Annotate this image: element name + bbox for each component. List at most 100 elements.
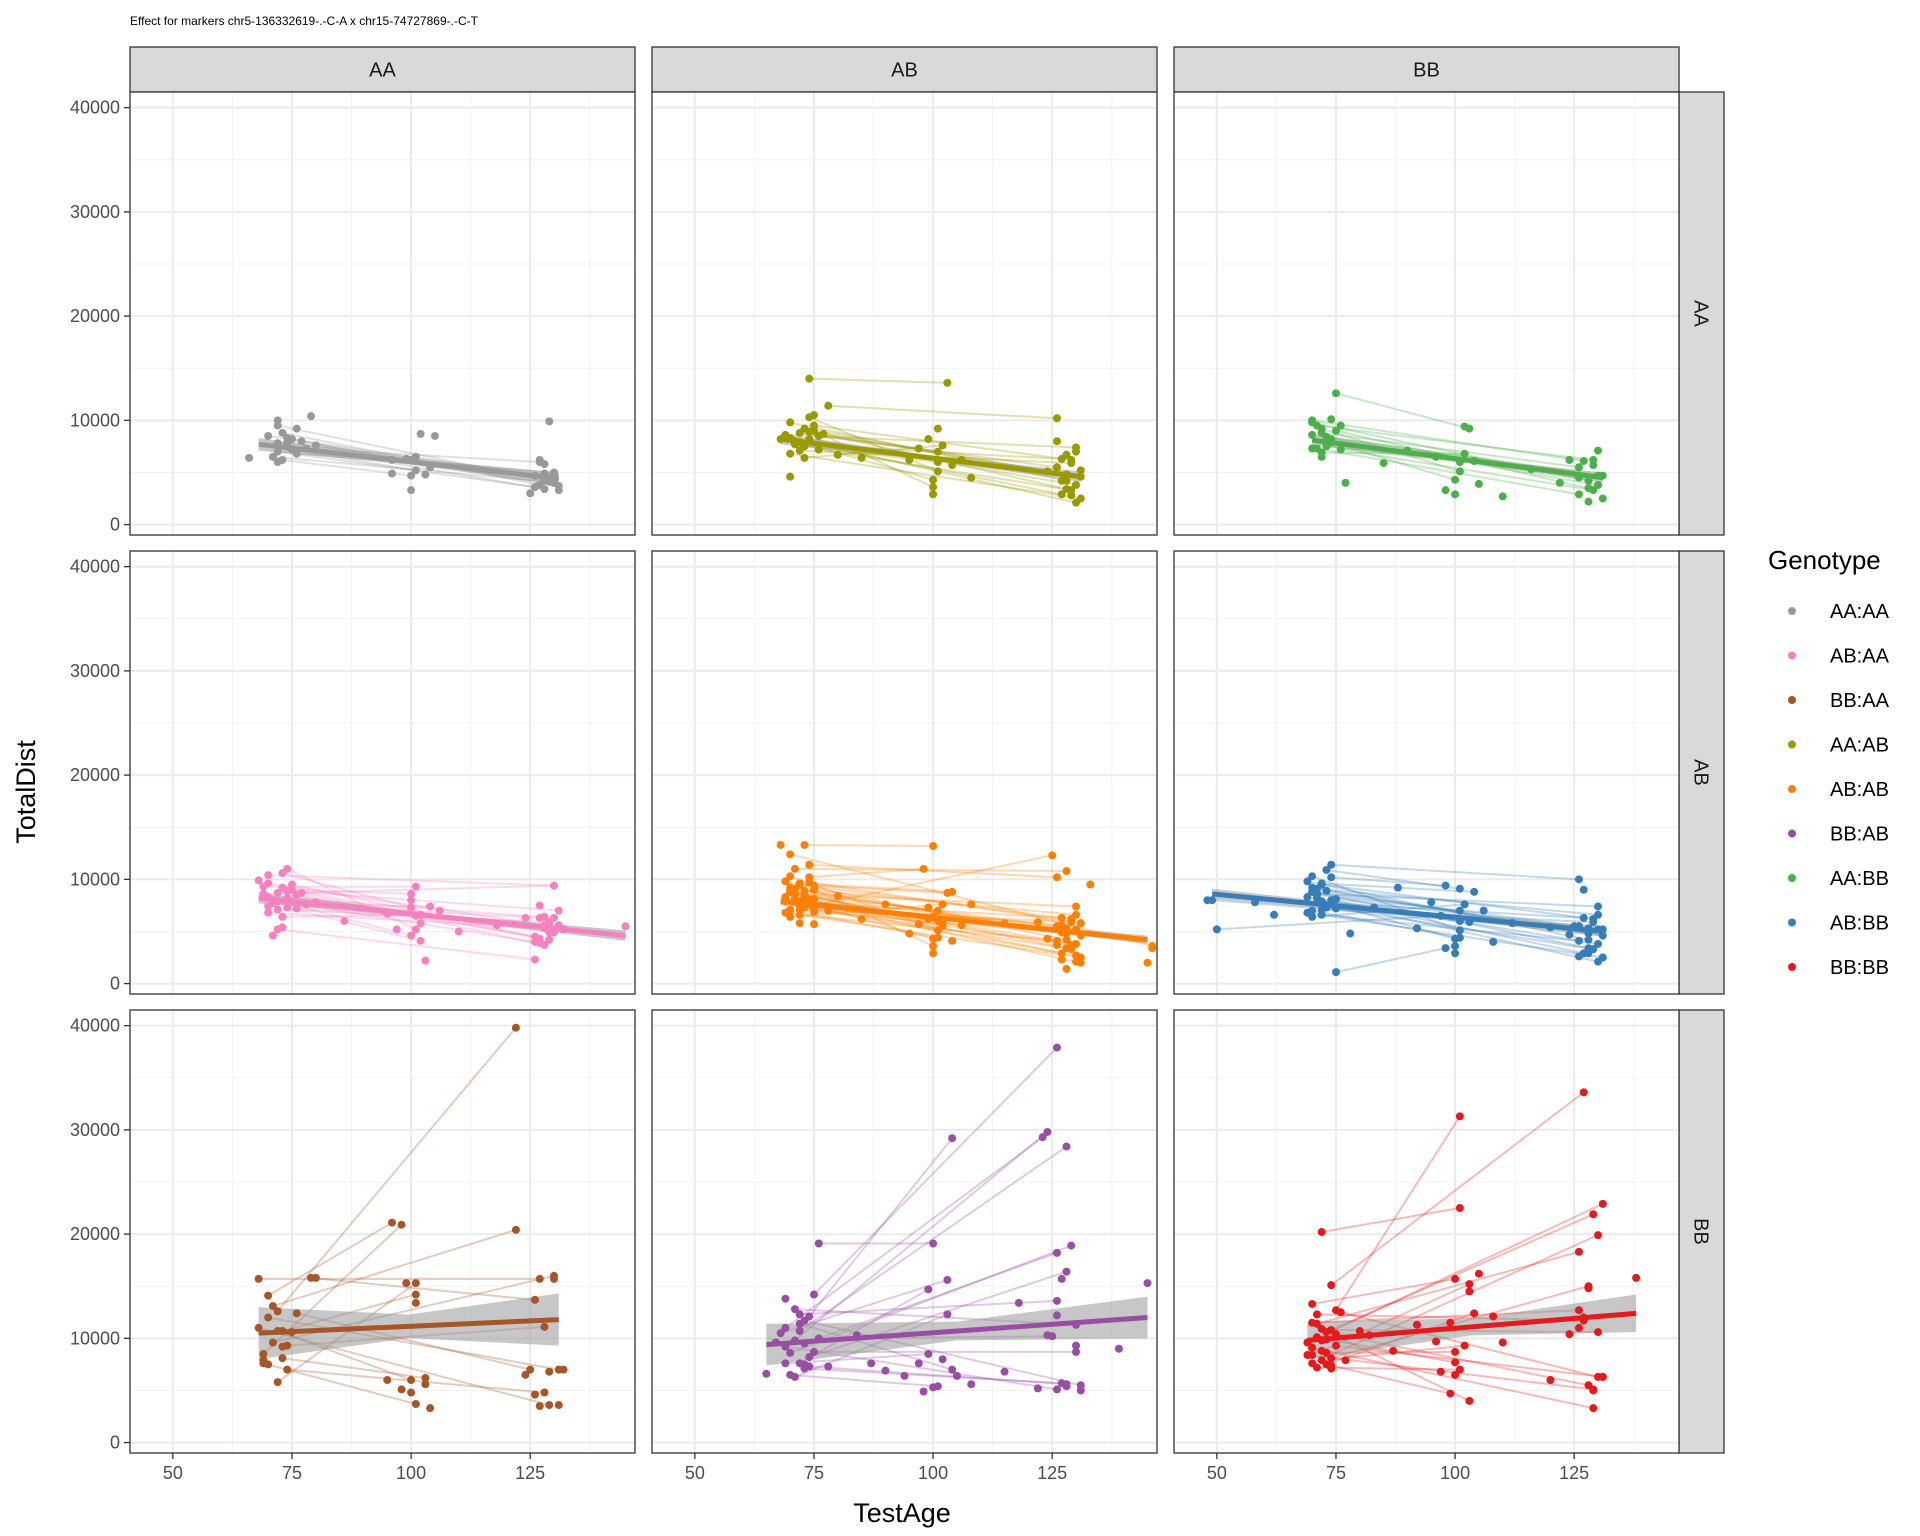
data-point: [1565, 930, 1574, 939]
data-point: [795, 1327, 804, 1336]
data-point: [521, 913, 530, 922]
data-point: [388, 1218, 397, 1227]
data-point: [1322, 865, 1331, 874]
data-point: [1033, 1384, 1042, 1393]
data-point: [1489, 1312, 1498, 1321]
data-point: [1589, 1404, 1598, 1413]
data-point: [943, 1275, 952, 1284]
x-tick-label: 100: [1440, 1463, 1470, 1483]
legend-swatch: [1788, 918, 1796, 927]
data-point: [786, 449, 795, 458]
trajectory-line: [1326, 868, 1460, 890]
y-tick-label: 10000: [70, 869, 120, 889]
trajectory-line: [1331, 863, 1580, 881]
data-point: [283, 903, 292, 912]
data-point: [530, 1295, 539, 1304]
data-point: [1308, 1351, 1317, 1360]
data-point: [1336, 1308, 1345, 1317]
data-point: [397, 1385, 406, 1394]
data-point: [559, 1365, 568, 1374]
data-point: [1498, 492, 1507, 501]
data-point: [1067, 459, 1076, 468]
x-tick-label: 50: [685, 1463, 705, 1483]
row-strip-label: AB: [1690, 759, 1712, 786]
data-point: [407, 896, 416, 905]
data-point: [881, 1366, 890, 1375]
data-point: [421, 956, 430, 965]
trajectory-line: [794, 1131, 1049, 1342]
regression-line: [258, 441, 560, 482]
regression-line: [780, 898, 1148, 943]
data-point: [1579, 913, 1588, 922]
data-point: [924, 903, 933, 912]
data-point: [781, 1359, 790, 1368]
trajectory-line: [790, 1373, 938, 1388]
data-point: [264, 871, 273, 880]
data-point: [1072, 951, 1081, 960]
data-point: [1584, 949, 1593, 958]
data-point: [948, 936, 957, 945]
data-point: [259, 1349, 268, 1358]
trajectory-line: [804, 854, 1053, 909]
data-point: [411, 466, 420, 475]
data-point: [833, 892, 842, 901]
trajectory-line: [1316, 891, 1589, 950]
data-point: [1598, 494, 1607, 503]
data-point: [1143, 958, 1152, 967]
data-point: [1574, 1306, 1583, 1315]
panel-aa-bb: [1173, 91, 1680, 536]
data-point: [1584, 935, 1593, 944]
data-point: [1072, 498, 1081, 507]
data-point: [1455, 1112, 1464, 1121]
data-point: [919, 864, 928, 873]
data-point: [1038, 1133, 1047, 1142]
data-point: [1594, 1231, 1603, 1240]
data-point: [407, 931, 416, 940]
data-point: [1474, 479, 1483, 488]
trajectory-line: [809, 377, 948, 384]
data-point: [805, 878, 814, 887]
data-point: [1308, 416, 1317, 425]
data-point: [1389, 1346, 1398, 1355]
trajectory-line: [1316, 424, 1594, 461]
trajectory-line: [1311, 909, 1461, 939]
data-point: [814, 1239, 823, 1248]
data-point: [1331, 895, 1340, 904]
trajectory-line: [1316, 892, 1599, 908]
data-point: [1451, 1347, 1460, 1356]
y-tick-label: 0: [110, 515, 120, 535]
trajectory-line: [799, 882, 953, 893]
data-point: [292, 1309, 301, 1318]
data-point: [1584, 1284, 1593, 1293]
data-point: [1317, 879, 1326, 888]
x-tick-label: 100: [918, 1463, 948, 1483]
data-point: [1565, 1330, 1574, 1339]
data-point: [948, 1365, 957, 1374]
panel-aa-aa: [129, 91, 636, 536]
data-point: [411, 1290, 420, 1299]
data-point: [1062, 485, 1071, 494]
data-point: [268, 1338, 277, 1347]
data-point: [1057, 476, 1066, 485]
row-strip-bb: [1678, 1009, 1725, 1454]
legend-label: AA:BB: [1830, 868, 1889, 890]
data-point: [1048, 851, 1057, 860]
data-point: [530, 1390, 539, 1399]
data-point: [1327, 860, 1336, 869]
data-point: [1460, 1341, 1469, 1350]
data-point: [1574, 952, 1583, 961]
data-point: [1336, 445, 1345, 454]
trajectory-line: [1331, 876, 1446, 887]
legend-label: AA:AB: [1830, 735, 1889, 757]
legend-title: Genotype: [1768, 545, 1881, 575]
data-point: [1451, 1358, 1460, 1367]
y-tick-label: 20000: [70, 1224, 120, 1244]
data-point: [1203, 896, 1212, 905]
data-point: [1317, 910, 1326, 919]
data-point: [809, 426, 818, 435]
data-point: [1308, 1299, 1317, 1308]
trajectory-line: [1216, 914, 1441, 931]
trajectory-line: [813, 1046, 1058, 1296]
data-point: [264, 431, 273, 440]
